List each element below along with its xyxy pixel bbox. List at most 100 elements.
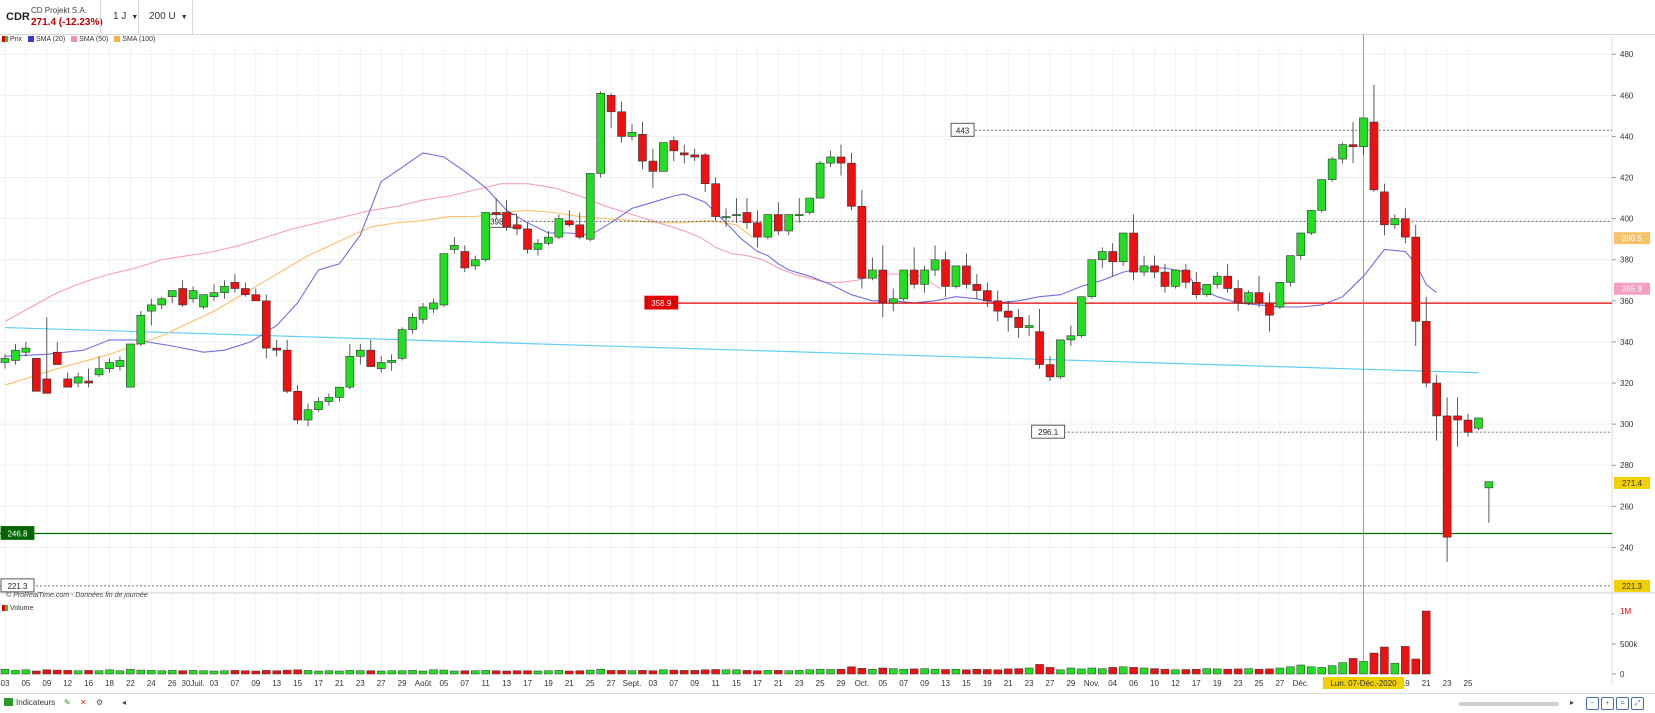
candle-body <box>888 298 898 304</box>
scroll-left-icon[interactable]: ◂ <box>122 698 127 707</box>
volume-bar <box>178 670 187 675</box>
candle-body <box>460 251 470 269</box>
candle-body <box>1233 288 1243 304</box>
candle-body <box>1160 271 1170 287</box>
legend-item-price[interactable]: Prix <box>2 36 22 43</box>
volume-bar <box>282 669 292 675</box>
volume-bar <box>429 669 438 675</box>
volume-bar <box>1327 665 1337 675</box>
volume-bar <box>544 670 553 675</box>
scroll-right-icon[interactable]: ▸ <box>1570 698 1575 707</box>
x-tick-label: 22 <box>126 679 135 688</box>
volume-bar <box>1338 662 1347 675</box>
zoom-out-icon[interactable]: − <box>1586 697 1599 710</box>
settings-icon[interactable]: ⚙ <box>96 698 104 707</box>
candle-body <box>575 224 585 238</box>
volume-bar <box>617 670 626 675</box>
volume-bar <box>1129 667 1138 675</box>
symbol-label[interactable]: CDR <box>6 11 30 23</box>
candle-body <box>700 154 710 184</box>
candle-body <box>1286 255 1295 283</box>
candle-body <box>209 292 219 298</box>
x-tick-label: 23 <box>1025 679 1034 688</box>
x-tick-label: 05 <box>878 679 887 688</box>
candle-body <box>136 314 146 345</box>
x-tick-label: 18 <box>105 679 114 688</box>
x-tick-label: 25 <box>586 679 595 688</box>
x-tick-label: 16 <box>84 679 93 688</box>
volume-bar <box>94 670 104 675</box>
price-chart[interactable]: 443398.7358.9296.1246.8221.3240260280300… <box>0 0 1655 693</box>
volume-bar <box>909 668 919 675</box>
volume-bar <box>962 669 971 675</box>
scrollbar-thumb[interactable] <box>1459 702 1559 706</box>
volume-bar <box>314 670 323 675</box>
volume-bar <box>209 670 219 675</box>
volume-bar <box>585 669 595 675</box>
x-tick-label: 23 <box>795 679 804 688</box>
volume-bar <box>794 670 804 675</box>
candle-body <box>1202 284 1212 295</box>
candle-body <box>1359 117 1368 148</box>
level-label-box <box>1031 424 1066 439</box>
range-dropdown[interactable]: 200 U ▼ <box>149 11 188 22</box>
volume-bar <box>1171 669 1180 675</box>
x-tick-label: Sept. <box>623 679 642 688</box>
candle-body <box>1108 251 1117 263</box>
x-tick-label: 29 <box>1066 679 1075 688</box>
price-marker-box <box>1614 579 1650 592</box>
candle-body <box>418 306 428 320</box>
zoom-in-icon[interactable]: + <box>1601 697 1614 710</box>
volume-legend[interactable]: Volume <box>2 605 33 612</box>
volume-bar <box>565 670 574 675</box>
legend-item-sma100[interactable]: SMA (100) <box>114 36 155 43</box>
drawing-tool-icon[interactable]: ✎ <box>64 698 71 707</box>
indicators-button[interactable]: Indicateurs <box>4 698 55 707</box>
toolbar-divider <box>138 0 139 34</box>
x-tick-label: 11 <box>482 679 491 688</box>
volume-bar <box>1192 668 1201 675</box>
volume-bar <box>941 669 950 675</box>
candle-body <box>763 214 773 238</box>
gridlines <box>0 46 1612 674</box>
volume-bar <box>930 668 940 675</box>
legend-item-sma50[interactable]: SMA (50) <box>71 36 108 43</box>
candle-body <box>376 362 386 369</box>
volume-bar <box>293 669 302 675</box>
fullscreen-icon[interactable]: ⤢ <box>1631 697 1644 710</box>
candle-body <box>773 214 783 232</box>
volume-bar <box>680 670 689 675</box>
volume-bar <box>450 670 459 675</box>
level-label-text: 398.7 <box>490 217 511 226</box>
volume-bar <box>1421 610 1431 675</box>
zoom-reset-icon[interactable]: = <box>1616 697 1629 710</box>
trend-line <box>4 326 1479 374</box>
candle-body <box>167 290 177 298</box>
volume-bar <box>847 666 856 675</box>
x-tick-label: 30Juil. <box>182 679 205 688</box>
volume-bar <box>1233 668 1243 675</box>
object-tool-icon[interactable]: ✕ <box>80 698 87 707</box>
volume-bar <box>220 670 229 675</box>
x-tick-label: 23 <box>1443 679 1452 688</box>
candle-body <box>502 212 511 228</box>
volume-bars <box>0 610 1431 675</box>
volume-bar <box>1181 669 1191 675</box>
price-marker-text: 221.3 <box>1622 582 1643 591</box>
candle-body <box>1390 218 1400 226</box>
y-tick-label: 460 <box>1620 91 1634 100</box>
interval-dropdown[interactable]: 1 J ▼ <box>113 11 138 22</box>
candle-body <box>1442 415 1452 538</box>
level-label-text: 296.1 <box>1038 428 1059 437</box>
volume-bar <box>763 670 773 675</box>
x-tick-label: 04 <box>1108 679 1117 688</box>
volume-bar <box>1296 664 1306 675</box>
candle-body <box>1077 296 1086 337</box>
candle-body <box>481 212 491 261</box>
x-tick-label: 29 <box>398 679 407 688</box>
x-tick-label: 19 <box>1401 679 1410 688</box>
x-tick-label: Nov. <box>1084 679 1100 688</box>
candle-body <box>857 205 867 279</box>
legend-item-sma20[interactable]: SMA (20) <box>28 36 65 43</box>
price-swatch-icon <box>2 36 8 42</box>
